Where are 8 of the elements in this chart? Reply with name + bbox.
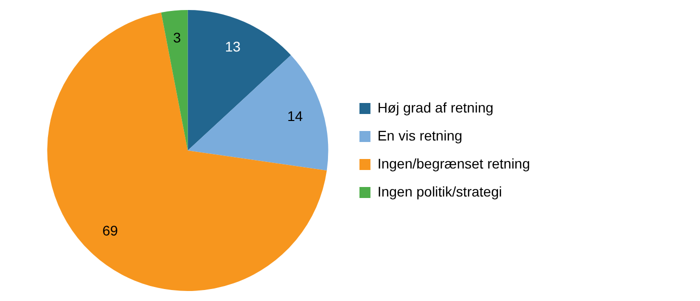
data-label: 69 <box>102 222 118 239</box>
legend-label: Ingen/begrænset retning <box>377 155 530 172</box>
data-label: 3 <box>173 29 182 46</box>
data-label: 14 <box>287 108 304 124</box>
data-label: 13 <box>225 38 241 54</box>
legend-label: Ingen politik/strategi <box>377 183 502 200</box>
legend-label: Høj grad af retning <box>377 99 494 116</box>
legend-label: En vis retning <box>377 127 462 144</box>
